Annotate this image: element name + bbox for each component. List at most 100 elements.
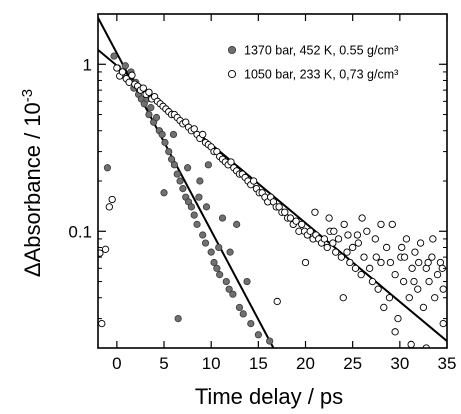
series-1-point [201, 239, 210, 247]
legend-label-1: 1370 bar, 452 K, 0.55 g/cm³ [244, 44, 398, 58]
series-2-point [353, 231, 362, 239]
series-1-point [199, 231, 207, 239]
series-2-point [425, 277, 433, 286]
series-1-point [184, 164, 192, 172]
legend: 1370 bar, 452 K, 0.55 g/cm³ 1050 bar, 233… [227, 44, 398, 82]
series-2-point [190, 125, 198, 133]
series-2-point [306, 227, 314, 235]
series-2-point [428, 253, 436, 261]
series-1-point [167, 155, 176, 163]
y-axis-label-text: ΔAbsorbance / 10 [20, 102, 45, 277]
series-2-point [374, 285, 382, 293]
series-1-point [210, 258, 218, 267]
series-1-point [110, 52, 118, 60]
series-2-point [332, 248, 340, 256]
data-points [98, 52, 447, 348]
y-axis-label-exponent: -3 [19, 89, 36, 102]
series-1-point [158, 130, 166, 139]
series-2-point [249, 177, 258, 185]
series-2-point [400, 253, 409, 261]
x-tick-label: 20 [296, 354, 315, 373]
series-1-point [213, 264, 221, 272]
legend-marker-1 [227, 45, 237, 55]
series-1-point [193, 220, 201, 228]
series-1-point [202, 203, 211, 211]
series-2-point [402, 235, 411, 243]
legend-marker-2 [227, 69, 237, 79]
series-1-point [226, 248, 234, 256]
series-2-point [301, 258, 310, 267]
series-2-point [281, 208, 289, 216]
series-2-point [385, 294, 394, 302]
series-2-point [411, 248, 419, 256]
series-1-point [176, 177, 184, 185]
series-1-point [145, 110, 153, 119]
series-1-point [161, 138, 169, 147]
series-2-point [344, 231, 352, 239]
series-2-point [391, 270, 399, 279]
series-2-point [227, 158, 235, 166]
series-1-point [196, 177, 204, 185]
series-2-point [273, 297, 281, 306]
series-2-point [349, 243, 357, 252]
x-tick-label: 10 [202, 354, 221, 373]
series-2-point [398, 243, 406, 252]
series-1-point [121, 62, 129, 70]
series-2-point [377, 220, 385, 229]
series-1-point [266, 337, 274, 345]
series-1-point [179, 185, 187, 193]
series-2-point [431, 294, 439, 302]
series-1-point [190, 211, 198, 219]
series-2-point [98, 319, 106, 328]
series-2-point [424, 258, 432, 267]
fit-fast-line [98, 17, 275, 348]
series-2-point [388, 220, 396, 229]
series-2-point [433, 270, 442, 279]
series-2-point [199, 130, 207, 139]
axes: 0 5 10 15 20 25 30 35 1 0.1 [68, 13, 457, 373]
series-2-point [113, 64, 121, 72]
series-2-point [139, 84, 147, 92]
series-2-point [408, 264, 416, 272]
y-tick-label: 1 [83, 55, 92, 74]
series-2-point [339, 294, 347, 302]
series-2-point [325, 214, 333, 222]
series-2-point [334, 235, 343, 243]
x-tick-label: 5 [159, 354, 168, 373]
series-2-point [399, 277, 408, 286]
series-2-point [351, 264, 360, 272]
series-1-point [165, 147, 173, 156]
y-tick-label: 0.1 [68, 222, 92, 241]
series-2-point [101, 245, 110, 253]
series-1-point [229, 290, 237, 298]
series-2-point [128, 71, 136, 79]
series-1-point [215, 243, 223, 252]
series-2-point [415, 258, 423, 267]
x-tick-label: 15 [249, 354, 268, 373]
series-1-point [169, 130, 178, 139]
series-1-point [204, 161, 212, 169]
series-2-point [371, 235, 379, 243]
series-2-point [357, 270, 365, 279]
series-2-point [358, 214, 366, 222]
x-tick-label: 30 [390, 354, 409, 373]
series-1-point [225, 285, 233, 293]
series-2-point [391, 328, 399, 336]
series-2-point [145, 88, 153, 96]
series-1-point [152, 113, 161, 122]
series-2-point [372, 253, 380, 261]
series-2-point [368, 277, 377, 286]
x-tick-label: 0 [112, 354, 121, 373]
series-2-point [108, 195, 116, 204]
x-tick-label: 35 [438, 354, 457, 373]
series-1-point [222, 277, 230, 286]
x-tick-label: 25 [343, 354, 362, 373]
series-2-point [405, 294, 413, 302]
series-1-point [170, 161, 179, 169]
series-2-point [439, 319, 447, 328]
series-2-point [298, 220, 306, 229]
series-2-point [98, 249, 104, 257]
series-1-point [147, 104, 155, 112]
series-2-point [292, 217, 300, 225]
